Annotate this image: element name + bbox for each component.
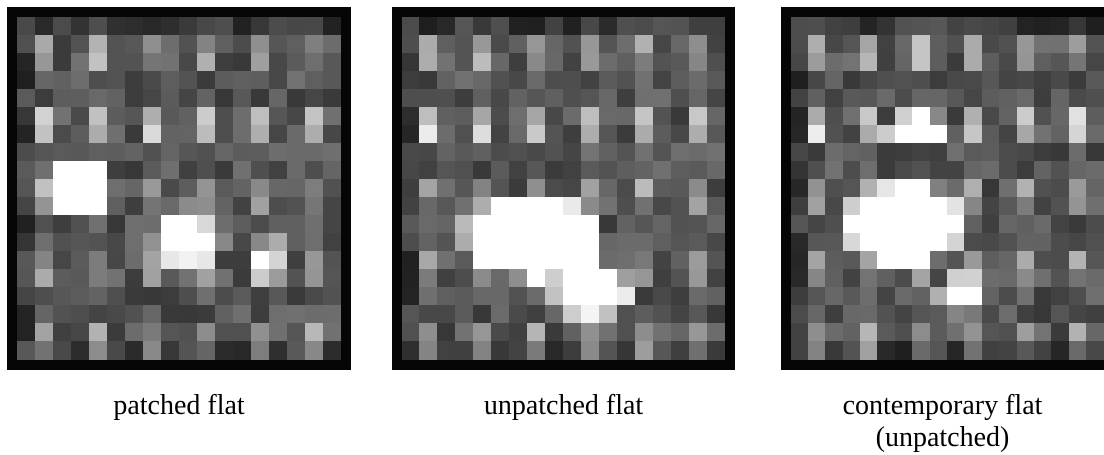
pixel-image-unpatched-flat [402,17,725,360]
panel-patched-flat [7,7,351,370]
panel-unpatched-flat [392,7,735,370]
pixel-image-contemporary-flat [791,17,1104,360]
panel-contemporary-flat [781,7,1104,370]
caption-line: (unpatched) [875,422,1010,453]
caption-line: patched flat [113,390,245,421]
caption-line: contemporary flat [842,390,1043,421]
pixel-image-patched-flat [17,17,341,360]
caption-patched-flat: patched flat [7,390,351,422]
caption-contemporary-flat: contemporary flat (unpatched) [781,390,1104,454]
caption-unpatched-flat: unpatched flat [392,390,735,422]
caption-line: unpatched flat [483,390,644,421]
